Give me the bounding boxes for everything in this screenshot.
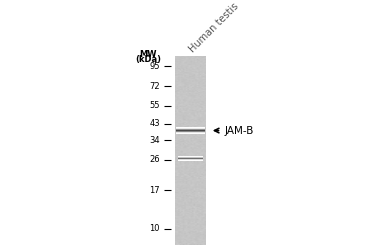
Text: 34: 34 <box>149 136 160 145</box>
Text: 10: 10 <box>149 224 160 233</box>
Text: (kDa): (kDa) <box>135 55 161 64</box>
Text: 26: 26 <box>149 155 160 164</box>
Text: 17: 17 <box>149 186 160 195</box>
Text: JAM-B: JAM-B <box>224 126 253 136</box>
Text: MW: MW <box>139 50 157 59</box>
Text: 95: 95 <box>149 62 160 71</box>
Text: 72: 72 <box>149 82 160 91</box>
Text: Human testis: Human testis <box>187 2 241 55</box>
Text: 43: 43 <box>149 119 160 128</box>
Bar <box>175 56 206 245</box>
Text: 55: 55 <box>149 101 160 110</box>
